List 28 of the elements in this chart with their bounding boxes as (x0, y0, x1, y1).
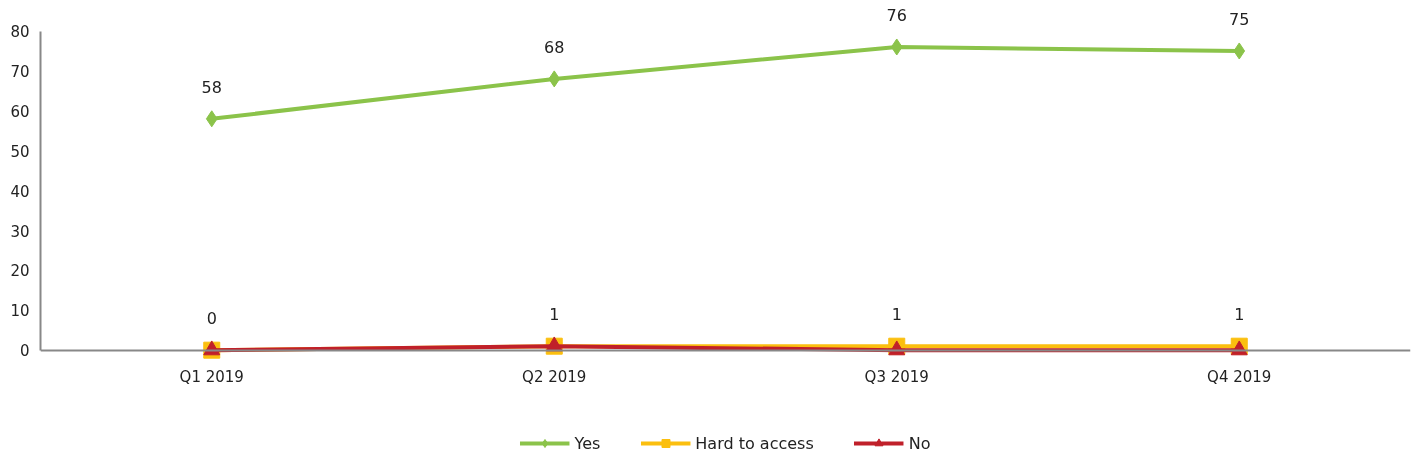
y-tick-label: 80 (10, 23, 30, 42)
point (890, 38, 903, 56)
data-label: 76 (886, 5, 907, 25)
x-tick-label: Q3 2019 (864, 368, 929, 387)
y-tick-label: 10 (10, 302, 30, 321)
x-tick-label: Q4 2019 (1207, 368, 1272, 387)
data-label: 68 (544, 37, 565, 57)
point (1233, 42, 1246, 60)
y-tick-label: 70 (10, 62, 30, 81)
x-tick-label: Q2 2019 (522, 368, 587, 387)
data-label: 0 (206, 309, 217, 329)
legend-label: Hard to access (695, 433, 814, 453)
point (205, 110, 218, 128)
y-tick-label: 0 (19, 342, 30, 361)
data-label: 1 (549, 305, 560, 325)
y-tick-label: 30 (10, 222, 30, 241)
y-tick-label: 20 (10, 262, 30, 281)
y-tick-label: 40 (10, 182, 30, 201)
y-tick-label: 50 (10, 142, 30, 161)
legend-label: Yes (574, 433, 601, 453)
point (548, 70, 561, 88)
legend-label: No (908, 433, 931, 453)
x-tick-label: Q1 2019 (179, 368, 244, 387)
data-label: 1 (891, 305, 902, 325)
data-label: 58 (201, 77, 222, 97)
y-tick-label: 60 (10, 102, 30, 121)
data-label: 1 (1234, 305, 1245, 325)
data-label: 75 (1229, 9, 1250, 29)
